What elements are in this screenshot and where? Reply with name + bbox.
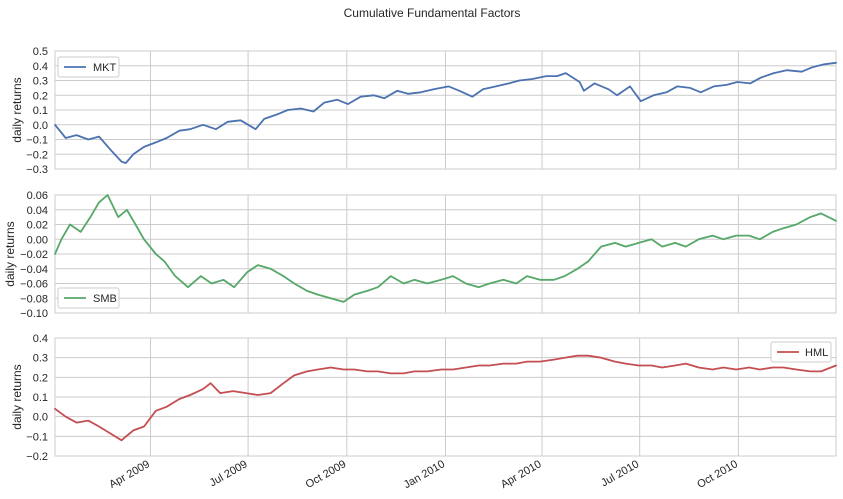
y-tick-label: 0.04 — [27, 205, 48, 217]
x-tick-label: Jul 2010 — [599, 458, 641, 489]
y-tick-label: 0.3 — [33, 353, 48, 365]
legend-label-hml: HML — [805, 347, 828, 359]
panel-smb: −0.10 −0.08 −0.06 −0.04 −0.02 0.00 0.02 0.04 0.0… — [3, 190, 837, 320]
y-tick-label: −0.1 — [26, 431, 48, 443]
x-tick-label: Jan 2010 — [402, 458, 447, 491]
y-tick-label: 0.2 — [33, 90, 48, 102]
legend: SMB — [57, 287, 120, 309]
y-tick-label: 0.4 — [33, 333, 48, 345]
legend-box — [57, 56, 120, 78]
y-tick-label: 0.3 — [33, 76, 48, 88]
y-tick-label: 0.06 — [27, 190, 48, 202]
x-tick-label: Jul 2009 — [208, 458, 250, 489]
x-tick-label: Apr 2010 — [499, 458, 544, 491]
y-tick-label: 0.0 — [33, 120, 48, 132]
legend-box — [770, 341, 832, 363]
y-tick-label: 0.00 — [27, 234, 48, 246]
y-tick-label: 0.2 — [33, 372, 48, 384]
legend-box — [57, 287, 120, 309]
legend: MKT — [57, 56, 120, 78]
series-line-mkt — [54, 61, 837, 165]
y-tick-label: −0.08 — [20, 293, 48, 305]
y-tick-label: 0.0 — [33, 412, 48, 424]
legend-label-smb: SMB — [93, 293, 117, 305]
y-tick-label: −0.10 — [20, 308, 48, 320]
series-line-hml — [54, 354, 837, 442]
y-tick-label: 0.02 — [27, 220, 48, 232]
y-tick-label: −0.04 — [20, 264, 48, 276]
figure-title: Cumulative Fundamental Factors — [344, 6, 521, 20]
legend-label-mkt: MKT — [93, 62, 117, 74]
y-tick-label: −0.3 — [26, 164, 48, 176]
x-axis-tick-labels: Apr 2009 Jul 2009 Oct 2009 Jan 2010 Apr 2010… — [107, 458, 740, 491]
series-line-smb — [54, 194, 837, 303]
y-axis-label: daily returns — [10, 77, 24, 142]
panel-hml: −0.2 −0.1 0.0 0.1 0.2 0.3 0.4 daily returns HM… — [10, 333, 837, 463]
x-tick-label: Oct 2009 — [304, 458, 349, 491]
y-axis-label: daily returns — [10, 364, 24, 429]
y-tick-label: −0.2 — [26, 451, 48, 463]
y-axis-label: daily returns — [3, 221, 17, 286]
y-tick-label: 0.1 — [33, 392, 48, 404]
x-tick-label: Oct 2010 — [695, 458, 740, 491]
y-tick-label: −0.06 — [20, 279, 48, 291]
panel-mkt: −0.3 −0.2 −0.1 0.0 0.1 0.2 0.3 0.4 0.5 daily ret… — [10, 46, 837, 176]
y-tick-label: 0.5 — [33, 46, 48, 58]
y-tick-label: −0.02 — [20, 249, 48, 261]
y-tick-label: 0.4 — [33, 61, 48, 73]
legend: HML — [770, 341, 832, 363]
y-tick-label: 0.1 — [33, 105, 48, 117]
y-tick-label: −0.1 — [26, 135, 48, 147]
x-tick-label: Apr 2009 — [107, 458, 152, 491]
y-tick-label: −0.2 — [26, 149, 48, 161]
